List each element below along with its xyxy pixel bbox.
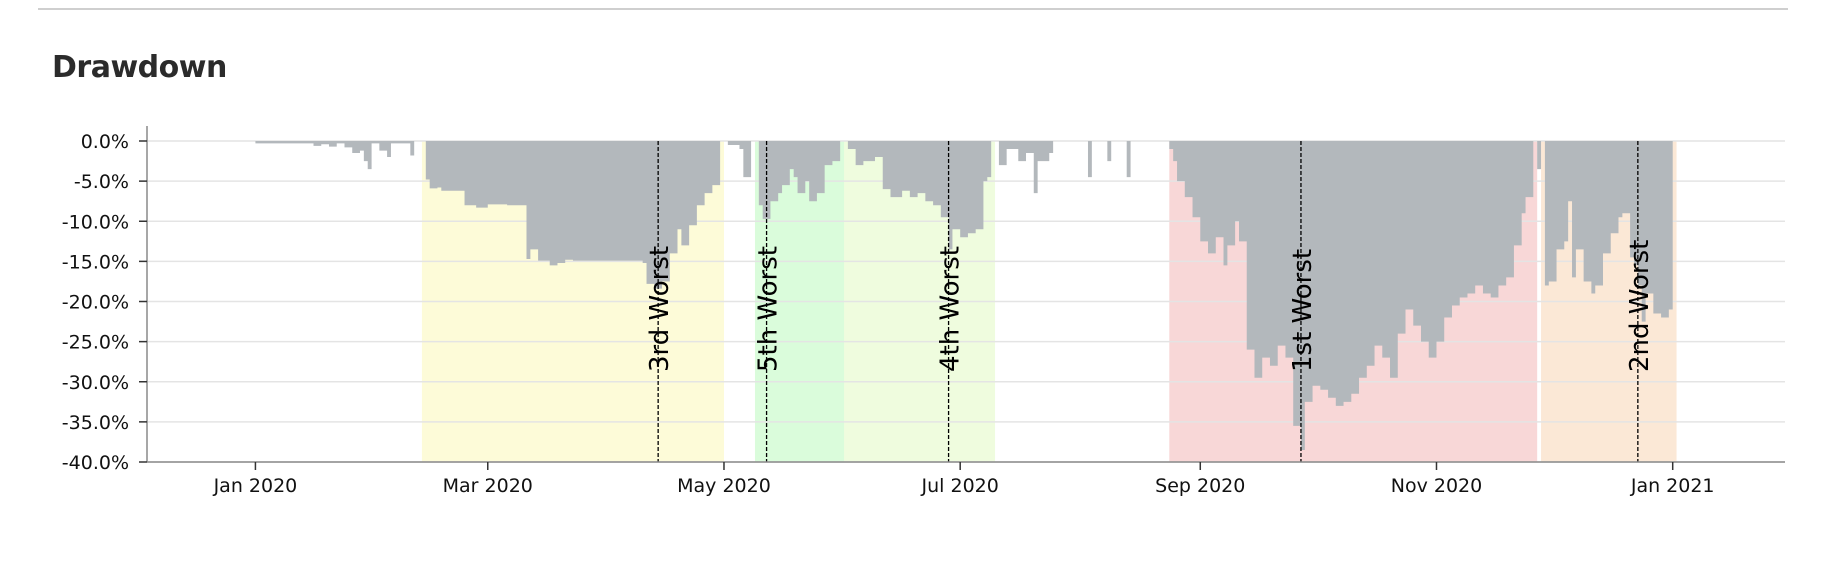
x-tick-label: Sep 2020 [1155,475,1245,497]
y-tick-label: -20.0% [62,292,129,314]
y-tick-label: -10.0% [62,211,129,233]
page-title: Drawdown [52,50,227,85]
y-tick-label: -35.0% [62,412,129,434]
x-tick-label: Jan 2020 [213,475,298,497]
top-divider [38,8,1788,10]
worst-period-label: 1st Worst [1288,249,1318,372]
x-tick-label: Nov 2020 [1391,475,1482,497]
y-tick-label: 0.0% [81,131,129,153]
y-tick-label: -15.0% [62,251,129,273]
y-tick-label: -25.0% [62,332,129,354]
x-tick-label: Jul 2020 [921,475,999,497]
axes: 0.0% -5.0% -10.0% -15.0% -20.0% -25.0% -30.0% -… [62,126,1785,497]
y-tick-label: -30.0% [62,372,129,394]
y-tick-label: -5.0% [74,171,129,193]
y-tick-label: -40.0% [62,452,129,474]
x-tick-label: Jan 2021 [1630,475,1715,497]
trough-markers: 1st Worst 2nd Worst 3rd Worst 4th Worst 5th … [645,141,1655,462]
worst-period-label: 2nd Worst [1625,240,1655,372]
drawdown-series [255,141,1677,450]
worst-period-label: 3rd Worst [645,246,675,372]
worst-period-label: 4th Worst [936,246,966,372]
x-tick-label: Mar 2020 [443,475,533,497]
x-tick-label: May 2020 [677,475,771,497]
worst-period-label: 5th Worst [754,246,784,372]
drawdown-area [255,141,1677,450]
